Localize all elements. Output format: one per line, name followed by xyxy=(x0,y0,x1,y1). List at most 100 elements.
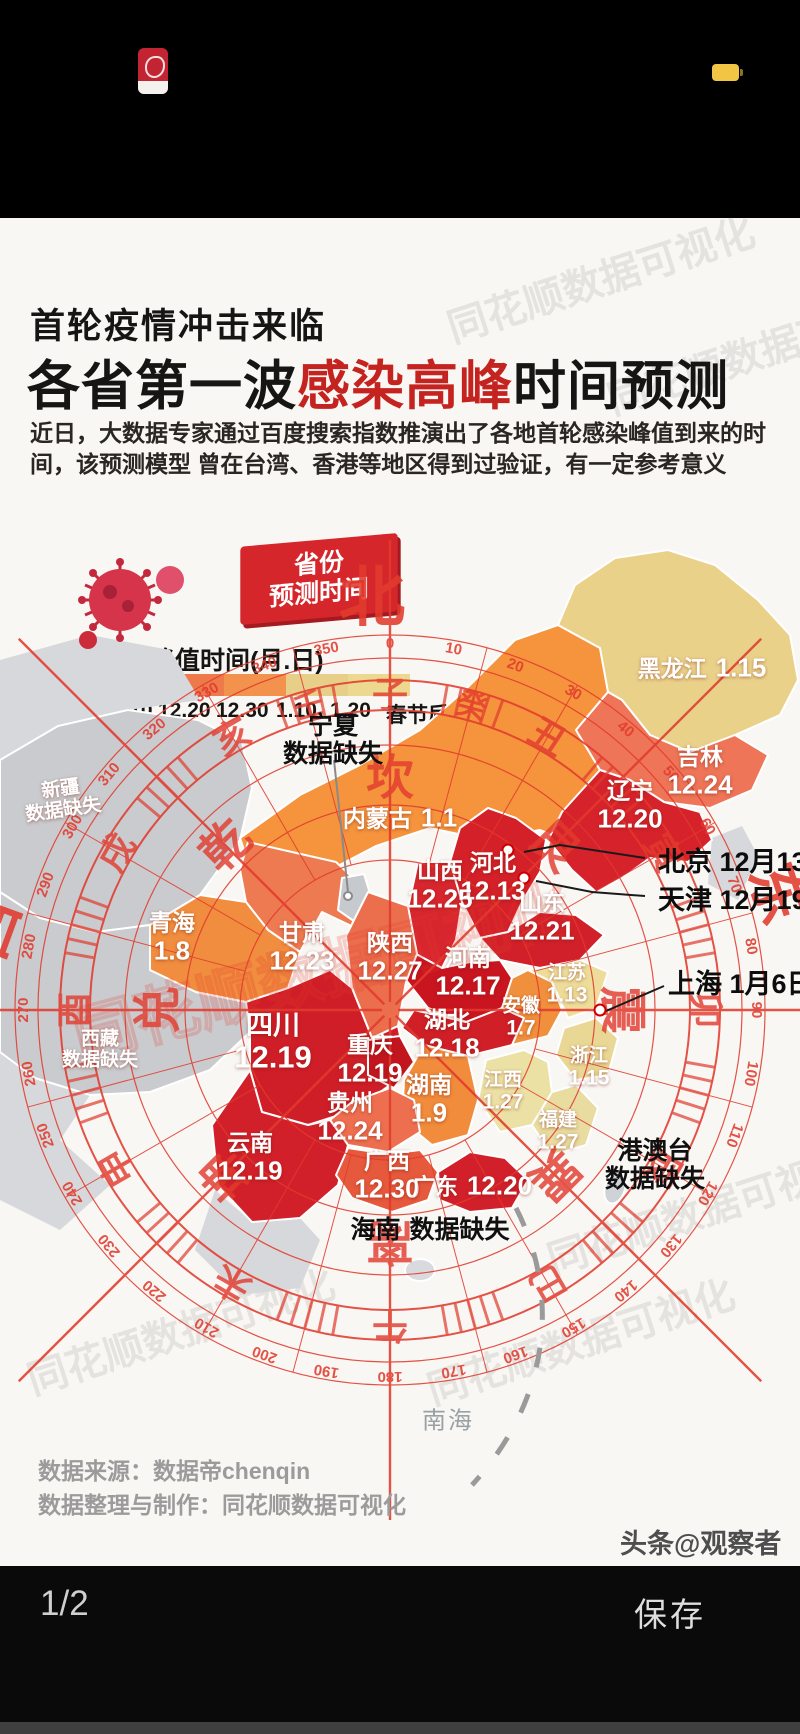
legend-label: 12.30 xyxy=(216,699,269,722)
svg-text:260: 260 xyxy=(19,1060,40,1088)
legend-label: 1.20 xyxy=(330,699,371,722)
label-yunnan: 云南 12.19 xyxy=(217,1129,283,1186)
svg-text:离: 离 xyxy=(366,1215,414,1268)
svg-text:30: 30 xyxy=(562,681,585,704)
svg-text:350: 350 xyxy=(313,639,341,660)
label-ningxia: 宁夏 数据缺失 xyxy=(282,712,384,768)
label-hainan: 海南 数据缺失 xyxy=(350,1216,510,1244)
page-indicator: 1/2 xyxy=(40,1584,89,1623)
label-jiangxi: 江西 1.27 xyxy=(482,1069,524,1114)
svg-text:280: 280 xyxy=(19,933,40,961)
label-hunan: 湖南 1.9 xyxy=(406,1071,452,1128)
province-fujian xyxy=(531,1084,599,1156)
svg-text:160: 160 xyxy=(501,1342,530,1367)
label-hebei: 河北 12.13 xyxy=(460,849,526,906)
label-jiangsu: 江苏 1.13 xyxy=(546,962,588,1007)
svg-text:200: 200 xyxy=(250,1342,279,1367)
svg-text:北: 北 xyxy=(339,560,405,634)
callout-lines xyxy=(523,843,665,1012)
svg-text:270: 270 xyxy=(15,997,32,1022)
label-gansu: 甘肃 12.23 xyxy=(269,919,335,976)
battery-icon xyxy=(712,64,743,81)
svg-text:0: 0 xyxy=(386,635,394,652)
virus-icon xyxy=(78,558,184,649)
label-guangdong: 广东 12.20 xyxy=(411,1170,533,1201)
app-icon-strip xyxy=(138,81,168,94)
svg-text:100: 100 xyxy=(740,1060,761,1088)
svg-text:170: 170 xyxy=(440,1360,468,1381)
province-anhui xyxy=(501,969,563,1046)
svg-text:110: 110 xyxy=(722,1121,746,1150)
province-jiangsu xyxy=(527,959,609,1019)
label-xizang: 西藏 数据缺失 xyxy=(61,1028,139,1071)
province-hunan xyxy=(401,1044,479,1146)
description-line2: 曾在台湾、香港等地区得到过验证，有一定参考意义 xyxy=(197,451,727,477)
label-gangaotai: 港澳台 数据缺失 xyxy=(604,1137,706,1193)
description-line1: 近日，大数据专家通过百度搜索指数推演出了各地首轮感染峰值到来的时间，该预测模型 xyxy=(30,420,766,477)
svg-text:340: 340 xyxy=(250,653,279,678)
page-title: 各省第一波感染高峰时间预测 xyxy=(27,344,787,420)
title-highlight: 感染高峰 xyxy=(297,357,513,416)
description-text: 近日，大数据专家通过百度搜索指数推演出了各地首轮感染峰值到来的时间，该预测模型 … xyxy=(30,418,770,480)
nine-dash-line xyxy=(470,1206,545,1487)
svg-text:90: 90 xyxy=(748,1002,765,1019)
svg-text:兑: 兑 xyxy=(132,986,185,1034)
svg-text:80: 80 xyxy=(741,937,761,956)
label-guangxi: 广西 12.30 xyxy=(354,1147,420,1204)
title-prefix: 各省第一波 xyxy=(27,357,297,416)
label-jilin: 吉林 12.24 xyxy=(667,743,733,800)
data-source-text: 数据来源：数据帝chenqin xyxy=(38,1458,311,1484)
province-taiwan xyxy=(603,1171,627,1205)
svg-text:酉: 酉 xyxy=(54,992,95,1028)
callout-tianjin: 天津 12月19日 xyxy=(658,885,800,915)
label-chongqing: 重庆 12.19 xyxy=(337,1031,403,1088)
label-guizhou: 贵州 12.24 xyxy=(317,1089,383,1146)
label-shanxi: 山西 12.25 xyxy=(407,857,473,914)
province-guangxi xyxy=(335,1147,439,1213)
label-shandong: 山东 12.21 xyxy=(509,889,575,946)
app-icon-glyph xyxy=(145,56,165,78)
province-shandong xyxy=(479,911,605,969)
svg-text:60: 60 xyxy=(696,815,719,838)
save-button[interactable]: 保存 xyxy=(634,1596,706,1633)
south-china-sea-label: 南海 xyxy=(422,1407,474,1435)
svg-text:330: 330 xyxy=(192,679,222,706)
label-sichuan: 四川 12.19 xyxy=(234,1010,312,1075)
province-yunnan xyxy=(211,1069,349,1223)
ningxia-leader-line xyxy=(333,759,353,901)
label-hubei: 湖北 12.18 xyxy=(414,1006,480,1063)
label-anhui: 安徽 1.7 xyxy=(501,995,541,1040)
label-liaoning: 辽宁 12.20 xyxy=(597,777,663,834)
province-zhejiang xyxy=(555,1017,619,1081)
callout-shanghai: 上海 1月6日 xyxy=(668,969,800,999)
province-hainan xyxy=(404,1258,436,1282)
label-henan: 河南 12.17 xyxy=(435,944,501,1001)
svg-text:20: 20 xyxy=(505,655,526,677)
kicker-title: 首轮疫情冲击来临 xyxy=(30,307,327,346)
svg-text:10: 10 xyxy=(444,639,463,659)
title-suffix: 时间预测 xyxy=(513,357,729,416)
label-heilongjiang: 黑龙江 1.15 xyxy=(637,652,767,683)
svg-text:卯: 卯 xyxy=(685,992,726,1028)
callout-beijing: 北京 12月13日 xyxy=(658,847,800,877)
svg-text:巳: 巳 xyxy=(522,1256,574,1310)
svg-text:40: 40 xyxy=(614,717,638,741)
svg-text:150: 150 xyxy=(558,1314,588,1341)
svg-text:午: 午 xyxy=(372,1305,408,1346)
svg-text:190: 190 xyxy=(313,1360,341,1381)
svg-text:180: 180 xyxy=(377,1368,402,1385)
label-fujian: 福建 1.27 xyxy=(537,1109,579,1154)
label-qinghai: 青海 1.8 xyxy=(149,909,195,966)
svg-text:210: 210 xyxy=(192,1314,222,1341)
data-credit-text: 数据整理与制作：同花顺数据可视化 xyxy=(38,1492,406,1518)
svg-text:坎: 坎 xyxy=(366,752,414,805)
province-guangdong xyxy=(437,1151,529,1213)
svg-text:子: 子 xyxy=(372,674,408,715)
china-map: 同花顺数据可视化 0 102030405060708090100110120130… xyxy=(0,540,800,1520)
city-dots xyxy=(501,843,607,1017)
home-indicator[interactable] xyxy=(0,1722,800,1734)
neighbor-countries xyxy=(0,635,758,1295)
label-neimenggu: 内蒙古 1.1 xyxy=(342,802,458,833)
news-app-icon xyxy=(138,48,168,94)
